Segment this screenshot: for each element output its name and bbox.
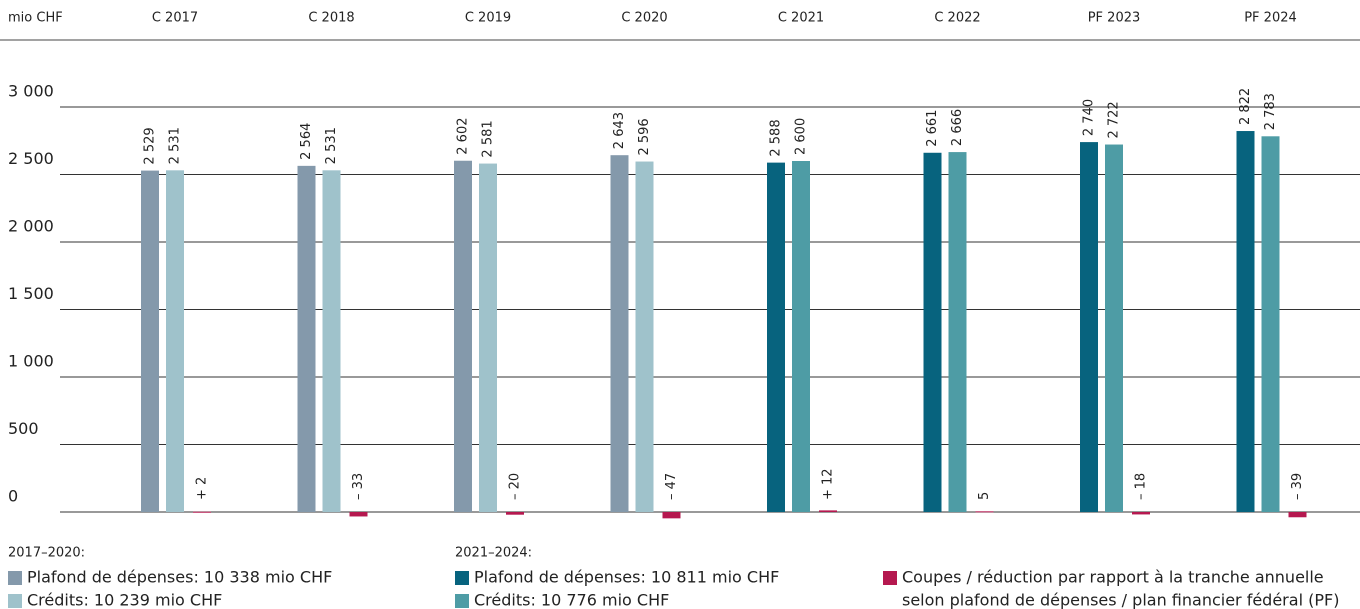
x-tick-label: C 2022 xyxy=(934,11,980,26)
bar xyxy=(506,512,524,515)
bar xyxy=(610,155,629,512)
bar xyxy=(1261,136,1280,513)
value-label: 2 602 xyxy=(456,118,471,155)
value-label: 2 666 xyxy=(950,109,965,146)
bar xyxy=(297,165,316,513)
bar xyxy=(1105,144,1123,512)
bar xyxy=(792,161,810,512)
legend-swatch xyxy=(455,594,469,608)
legend-title: 2021–2024: xyxy=(455,546,532,561)
y-tick-label: 1 000 xyxy=(8,352,54,371)
value-label: 2 581 xyxy=(481,120,496,157)
bar xyxy=(454,160,472,513)
value-label: 2 740 xyxy=(1082,99,1097,136)
bar xyxy=(1236,131,1255,512)
value-label: + 2 xyxy=(195,477,210,500)
y-tick-label: 3 000 xyxy=(8,82,54,101)
y-tick-label: 500 xyxy=(8,419,39,438)
x-tick-label: C 2018 xyxy=(308,11,354,26)
bar xyxy=(141,170,159,512)
value-label: 2 596 xyxy=(637,118,652,155)
legend-swatch xyxy=(455,571,469,585)
value-label: 2 600 xyxy=(794,118,809,155)
legend-label: Plafond de dépenses: 10 338 mio CHF xyxy=(27,568,332,587)
y-tick-label: 2 000 xyxy=(8,217,54,236)
legend-label: Crédits: 10 239 mio CHF xyxy=(27,591,222,609)
x-tick-label: C 2021 xyxy=(778,11,824,26)
x-tick-label: C 2017 xyxy=(152,11,198,26)
value-label: 2 643 xyxy=(612,112,627,149)
y-tick-label: 0 xyxy=(8,487,18,506)
value-label: 2 822 xyxy=(1238,88,1253,125)
unit-label: mio CHF xyxy=(8,11,63,26)
bar xyxy=(819,510,837,512)
value-label: 2 531 xyxy=(324,127,339,164)
legend-label: Plafond de dépenses: 10 811 mio CHF xyxy=(474,568,779,587)
value-label: 2 783 xyxy=(1263,93,1278,130)
legend-label: selon plafond de dépenses / plan financi… xyxy=(902,591,1339,609)
bar xyxy=(635,161,654,513)
legend-label: Coupes / réduction par rapport à la tran… xyxy=(902,568,1324,587)
value-label: – 20 xyxy=(508,473,523,500)
value-label: 2 722 xyxy=(1107,101,1122,138)
bar xyxy=(948,152,967,512)
value-label: 2 564 xyxy=(299,123,314,160)
legend-swatch xyxy=(8,594,22,608)
y-tick-label: 2 500 xyxy=(8,149,54,168)
value-label: 5 xyxy=(977,492,992,500)
x-tick-label: PF 2024 xyxy=(1244,11,1297,26)
bar xyxy=(349,512,368,517)
bar xyxy=(193,511,211,513)
legend-swatch xyxy=(8,571,22,585)
x-tick-label: C 2019 xyxy=(465,11,511,26)
value-label: – 18 xyxy=(1134,473,1149,500)
bar xyxy=(767,162,785,512)
legend-label: Crédits: 10 776 mio CHF xyxy=(474,591,669,609)
bar xyxy=(166,170,184,512)
value-label: + 12 xyxy=(821,468,836,500)
bar xyxy=(322,170,341,512)
bar xyxy=(479,163,497,512)
value-label: 2 588 xyxy=(769,119,784,156)
value-label: – 47 xyxy=(664,473,679,500)
bar xyxy=(1132,512,1150,515)
x-tick-label: PF 2023 xyxy=(1088,11,1141,26)
legend-swatch xyxy=(883,571,897,585)
value-label: – 39 xyxy=(1290,473,1305,500)
bar xyxy=(1288,512,1307,518)
bar xyxy=(1080,142,1098,512)
x-tick-label: C 2020 xyxy=(621,11,667,26)
bar xyxy=(975,511,994,513)
value-label: – 33 xyxy=(351,473,366,500)
value-label: 2 531 xyxy=(168,127,183,164)
value-label: 2 661 xyxy=(925,110,940,147)
bar xyxy=(662,512,681,519)
bar xyxy=(923,152,942,512)
legend-title: 2017–2020: xyxy=(8,546,85,561)
value-label: 2 529 xyxy=(143,127,158,164)
y-tick-label: 1 500 xyxy=(8,284,54,303)
